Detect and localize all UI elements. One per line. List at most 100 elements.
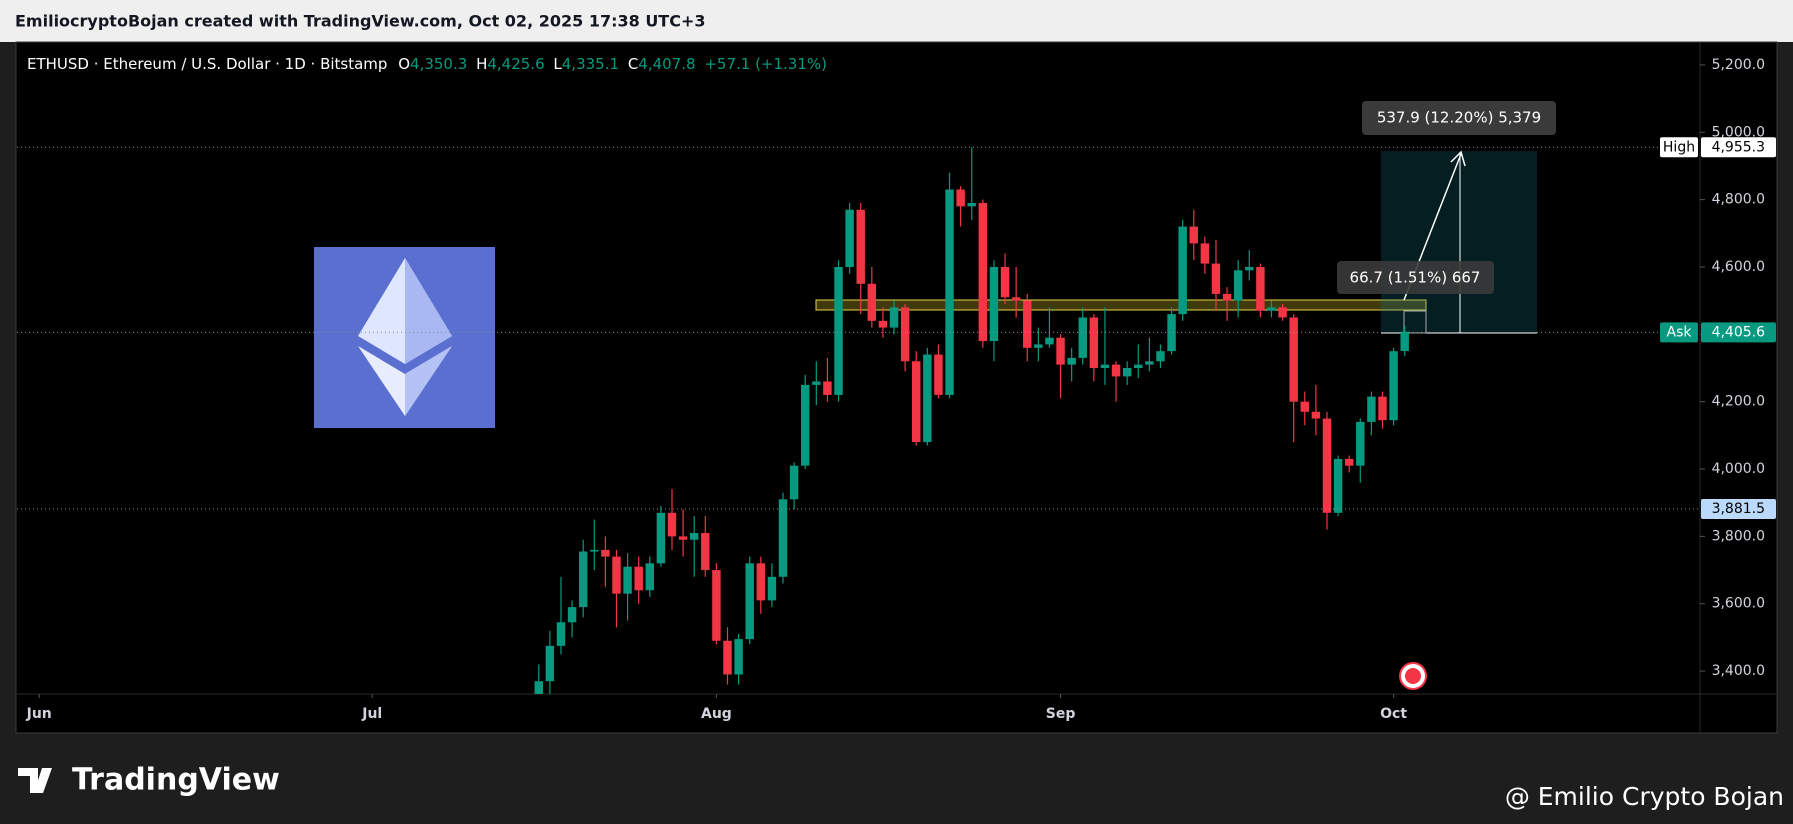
y-tick-label: 5,000.0 (1712, 124, 1765, 140)
price-name-tag (1660, 137, 1698, 158)
candle-body (567, 607, 577, 623)
candle-body (1333, 458, 1343, 513)
candle-body (823, 381, 832, 395)
candle-body (545, 645, 555, 682)
candle-body (1300, 401, 1310, 412)
y-tick-label: 4,000.0 (1712, 461, 1765, 477)
price-tag (1701, 137, 1776, 158)
ohlc-value: 4,407.8 (638, 55, 695, 73)
header-bar (0, 0, 1793, 42)
candle-body (1178, 226, 1187, 315)
zone (815, 299, 1427, 311)
price-tag-label: 4,405.6 (1712, 324, 1766, 340)
price-name-tag (1660, 322, 1698, 343)
candle-body (1378, 396, 1387, 421)
credit: @ Emilio Crypto Bojan (1505, 782, 1784, 811)
y-tick-label: 3,800.0 (1712, 528, 1765, 544)
candle-body (590, 549, 599, 552)
ohlc-key: L (553, 55, 562, 73)
price-tag (1701, 498, 1776, 519)
candle-body (723, 640, 732, 675)
header-text: EmiliocryptoBojan created with TradingVi… (15, 12, 706, 31)
candle-body (956, 189, 965, 207)
x-tick-label: Oct (1380, 706, 1407, 722)
change: +57.1 (+1.31%) (704, 55, 827, 73)
candle-body (1100, 364, 1110, 368)
candle-body (867, 283, 877, 321)
candle-body (800, 384, 810, 466)
plot-area (534, 147, 1537, 694)
brand-name: TradingView (72, 763, 280, 798)
candle-body (1267, 307, 1276, 311)
y-tick-label: 3,400.0 (1712, 663, 1765, 679)
candle-body (1400, 331, 1409, 352)
candle-body (912, 361, 921, 443)
candle-body (923, 354, 932, 443)
measure-label: 537.9 (12.20%) 5,379 (1377, 109, 1541, 127)
candle-body (1156, 351, 1165, 362)
candle-body (678, 536, 688, 540)
candle-body (1111, 364, 1121, 377)
y-tick-label: 5,200.0 (1712, 57, 1765, 73)
x-tick-label: Jul (361, 706, 382, 722)
candle-body (578, 551, 588, 608)
candle-body (712, 570, 721, 641)
measure-small (1403, 310, 1427, 334)
candle-body (945, 189, 954, 395)
ohlc-value: 4,350.3 (410, 55, 467, 73)
price-name-label: High (1663, 139, 1695, 155)
candle-body (1011, 297, 1021, 301)
price-tag-label: 4,955.3 (1712, 139, 1765, 155)
candle-body (1245, 266, 1254, 271)
candle-body (1278, 307, 1287, 318)
brand-logo (18, 768, 52, 793)
y-tick-label: 4,800.0 (1712, 192, 1765, 208)
ohlc-value: 4,335.1 (562, 55, 619, 73)
candle-body (789, 465, 799, 500)
candle-body (645, 563, 655, 591)
candle-body (656, 512, 666, 564)
candle-body (601, 549, 610, 557)
candle-body (845, 209, 854, 267)
candle-body (978, 202, 988, 342)
x-tick-label: Aug (701, 706, 732, 722)
candle-body (667, 512, 677, 537)
ohlc-value: 4,425.6 (487, 55, 544, 73)
candle-body (989, 266, 999, 342)
candle-body (834, 266, 843, 395)
candle-body (1222, 293, 1232, 301)
arrow-head (1450, 150, 1466, 167)
eth-logo (314, 247, 495, 428)
candle-body (1078, 317, 1087, 358)
candle-body (778, 499, 788, 577)
ohlc-key: O (398, 55, 410, 73)
candle-body (1134, 364, 1143, 368)
candle-body (1189, 226, 1198, 244)
candle-body (1034, 344, 1043, 348)
candle-body (1356, 421, 1365, 466)
candle-body (1056, 337, 1065, 365)
candle-body (734, 639, 743, 675)
y-tick-label: 4,200.0 (1712, 394, 1765, 410)
candle-body (1344, 458, 1354, 466)
candle-body (1145, 361, 1154, 365)
candle-body (701, 533, 710, 571)
candle-body (1256, 266, 1265, 311)
candle-body (1067, 357, 1076, 365)
candle-body (1089, 317, 1099, 368)
candle-body (934, 354, 943, 395)
candle-body (534, 681, 543, 694)
price-tag (1701, 322, 1776, 343)
event-icon (1399, 662, 1427, 690)
candle-body (767, 576, 777, 601)
candle-body (1389, 351, 1398, 421)
candle-body (556, 622, 566, 646)
y-tick-label: 4,600.0 (1712, 259, 1765, 275)
candle-body (1367, 396, 1376, 422)
measure-label: 66.7 (1.51%) 667 (1350, 269, 1481, 287)
candle-body (1045, 337, 1054, 345)
candle-body (1200, 243, 1210, 264)
candle-body (1211, 263, 1221, 294)
